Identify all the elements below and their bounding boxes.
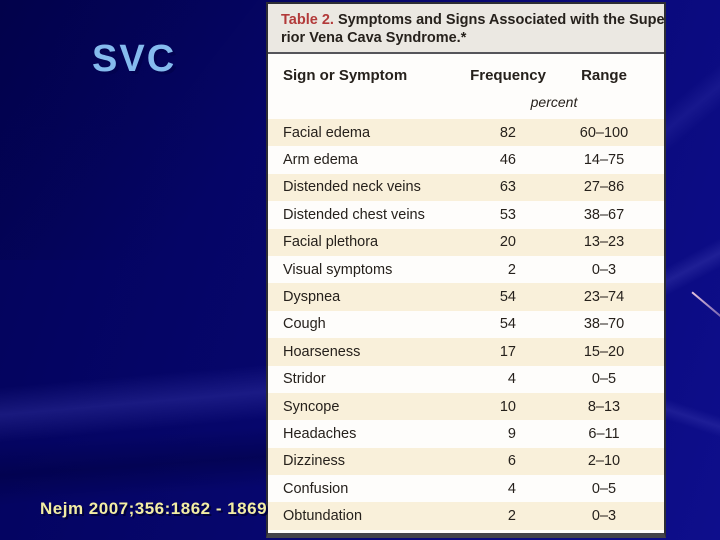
cell-frequency: 4 <box>507 480 516 497</box>
cell-frequency: 46 <box>499 152 516 169</box>
table-row: Distended chest veins 53 38–67 <box>268 201 664 229</box>
cell-sign: Syncope <box>283 398 340 415</box>
cell-sign: Obtundation <box>283 508 363 525</box>
cell-range: 8–13 <box>587 398 621 415</box>
table-row: Hoarseness 17 15–20 <box>268 338 664 366</box>
cell-range: 23–74 <box>583 289 625 306</box>
table-row: Dizziness 6 2–10 <box>268 447 664 476</box>
column-header-range: Range <box>581 67 627 84</box>
nejm-table-figure: Table 2. Symptoms and Signs Associated w… <box>266 2 666 538</box>
cell-sign: Facial plethora <box>283 234 379 251</box>
cell-range: 0–3 <box>591 261 617 278</box>
table-row: Obtundation 2 0–3 <box>268 502 664 530</box>
cell-frequency: 82 <box>499 124 516 141</box>
cell-sign: Dyspnea <box>283 289 341 306</box>
table-row: Confusion 4 0–5 <box>268 475 664 503</box>
table-row: Facial edema 82 60–100 <box>268 119 664 147</box>
table-caption: Table 2. Symptoms and Signs Associated w… <box>268 4 664 54</box>
cell-range: 0–5 <box>591 371 617 388</box>
table-body: Facial edema 82 60–100 Arm edema 46 14–7… <box>268 119 664 530</box>
cell-sign: Dizziness <box>283 453 346 470</box>
column-header-sign: Sign or Symptom <box>283 67 408 84</box>
table-row: Facial plethora 20 13–23 <box>268 228 664 256</box>
unit-label: percent <box>530 94 578 110</box>
cell-sign: Headaches <box>283 425 357 442</box>
table-row: Headaches 9 6–11 <box>268 420 664 448</box>
cell-sign: Stridor <box>283 371 326 388</box>
cell-frequency: 9 <box>507 425 516 442</box>
cell-range: 0–5 <box>591 480 617 497</box>
cell-frequency: 2 <box>507 508 516 525</box>
cell-frequency: 54 <box>499 289 516 306</box>
table-row: Stridor 4 0–5 <box>268 365 664 393</box>
cell-sign: Distended neck veins <box>283 179 421 196</box>
cell-range: 27–86 <box>583 179 625 196</box>
cell-sign: Distended chest veins <box>283 206 425 223</box>
cell-frequency: 63 <box>499 179 516 196</box>
cell-range: 14–75 <box>583 152 625 169</box>
table-row: Arm edema 46 14–75 <box>268 146 664 174</box>
cell-frequency: 20 <box>499 234 516 251</box>
cell-frequency: 2 <box>507 261 516 278</box>
cell-sign: Facial edema <box>283 124 371 141</box>
cell-range: 60–100 <box>579 124 629 141</box>
cell-sign: Visual symptoms <box>283 261 393 278</box>
cell-sign: Hoarseness <box>283 343 361 360</box>
table-row: Dyspnea 54 23–74 <box>268 283 664 311</box>
cell-sign: Confusion <box>283 480 349 497</box>
table-caption-line2: rior Vena Cava Syndrome.* <box>281 30 467 46</box>
citation: Nejm 2007;356:1862 - 1869 <box>40 499 268 518</box>
cell-range: 6–11 <box>588 425 620 442</box>
cell-range: 38–70 <box>583 316 625 333</box>
cell-range: 0–3 <box>591 508 617 525</box>
cell-range: 2–10 <box>587 453 621 470</box>
table-caption-line1: Symptoms and Signs Associated with the S… <box>333 12 664 28</box>
cell-frequency: 6 <box>507 453 516 470</box>
table-row: Distended neck veins 63 27–86 <box>268 173 664 202</box>
cell-sign: Cough <box>283 316 326 333</box>
background-highlight-line <box>691 291 720 327</box>
cell-range: 38–67 <box>583 206 625 223</box>
table-header: Sign or Symptom Frequency Range percent <box>268 54 664 119</box>
table-row: Syncope 10 8–13 <box>268 392 664 421</box>
cell-frequency: 10 <box>499 398 516 415</box>
cell-range: 15–20 <box>583 343 625 360</box>
column-header-frequency: Frequency <box>470 67 546 84</box>
cell-frequency: 17 <box>499 343 516 360</box>
table-row: Cough 54 38–70 <box>268 310 664 339</box>
table-caption-label: Table 2. <box>281 12 334 28</box>
cell-frequency: 54 <box>499 316 516 333</box>
cell-range: 13–23 <box>583 234 625 251</box>
cell-frequency: 4 <box>507 371 516 388</box>
cell-frequency: 53 <box>499 206 516 223</box>
slide-title: SVC <box>92 38 177 80</box>
cell-sign: Arm edema <box>283 152 358 169</box>
table-row: Visual symptoms 2 0–3 <box>268 255 664 284</box>
